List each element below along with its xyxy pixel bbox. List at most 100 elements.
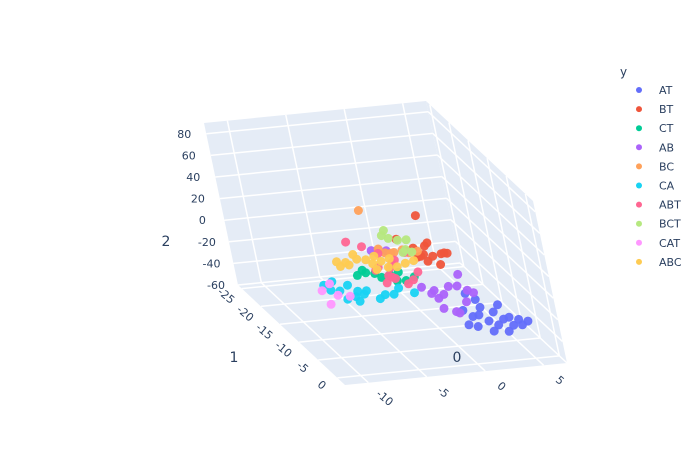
data-point[interactable] (383, 262, 393, 272)
data-point[interactable] (384, 254, 394, 264)
data-point[interactable] (325, 279, 334, 289)
data-point[interactable] (493, 300, 502, 310)
grid-line-z-side (432, 132, 541, 234)
legend-label: AT (659, 84, 673, 97)
legend-item-bt[interactable]: BT (636, 103, 674, 116)
legend-item-at[interactable]: AT (636, 84, 673, 97)
data-point[interactable] (409, 275, 418, 285)
data-point[interactable] (332, 257, 341, 267)
data-point[interactable] (353, 206, 363, 215)
data-point[interactable] (423, 256, 433, 266)
data-point[interactable] (452, 281, 462, 291)
data-point[interactable] (317, 286, 327, 296)
data-point[interactable] (443, 281, 453, 291)
data-point[interactable] (382, 278, 392, 288)
data-point[interactable] (384, 271, 394, 281)
series-bct (376, 226, 417, 257)
data-point[interactable] (376, 256, 386, 266)
data-point[interactable] (394, 283, 404, 293)
z-tick-label: 0 (199, 214, 206, 227)
grid-lines (206, 103, 568, 384)
data-point[interactable] (439, 303, 449, 313)
data-point[interactable] (504, 312, 514, 322)
data-point[interactable] (345, 291, 355, 301)
grid-line-y-side (467, 140, 503, 303)
data-point[interactable] (494, 320, 504, 330)
data-point[interactable] (401, 235, 411, 245)
data-point[interactable] (391, 274, 400, 283)
data-point[interactable] (464, 320, 474, 330)
grid-line-z-side (441, 176, 550, 278)
data-point[interactable] (409, 256, 419, 266)
z-tick-label: -20 (198, 236, 216, 249)
legend-item-bc[interactable]: BC (636, 160, 674, 173)
data-point[interactable] (348, 250, 358, 259)
data-point[interactable] (474, 310, 484, 320)
legend-item-ca[interactable]: CA (636, 180, 675, 193)
data-point[interactable] (413, 267, 423, 277)
data-point[interactable] (422, 238, 432, 248)
data-point[interactable] (489, 326, 499, 336)
data-point[interactable] (333, 290, 343, 300)
data-point[interactable] (462, 297, 471, 307)
legend-item-abc[interactable]: ABC (636, 256, 682, 269)
grid-line-z-back (237, 262, 461, 286)
x-tick-label: -10 (374, 387, 396, 409)
data-point[interactable] (326, 299, 336, 309)
legend-item-cat[interactable]: CAT (636, 237, 680, 250)
grid-line-y-floor (299, 319, 522, 343)
data-point[interactable] (377, 272, 387, 282)
data-point[interactable] (357, 265, 367, 275)
data-point[interactable] (392, 262, 402, 272)
data-point[interactable] (380, 290, 390, 300)
y-tick-label: -10 (272, 339, 294, 361)
data-point[interactable] (392, 235, 402, 245)
data-points (317, 206, 533, 336)
data-point[interactable] (353, 286, 363, 296)
data-point[interactable] (518, 320, 527, 330)
data-point[interactable] (484, 316, 494, 326)
data-point[interactable] (473, 322, 483, 331)
grid-line-x-floor (260, 282, 369, 384)
legend-label: BCT (659, 218, 681, 231)
data-point[interactable] (343, 280, 352, 290)
data-point[interactable] (341, 237, 351, 247)
z-tick-label: 20 (191, 193, 205, 206)
legend-item-bct[interactable]: BCT (636, 218, 681, 231)
data-point[interactable] (361, 286, 371, 296)
data-point[interactable] (427, 288, 437, 298)
data-point[interactable] (439, 248, 449, 258)
data-point[interactable] (475, 302, 485, 312)
legend-item-ab[interactable]: AB (636, 141, 674, 154)
z-tick-label: 80 (177, 128, 191, 141)
data-point[interactable] (361, 255, 371, 265)
y-tick-label: -5 (294, 359, 311, 376)
data-point[interactable] (369, 251, 379, 261)
data-point[interactable] (355, 296, 365, 306)
data-point[interactable] (453, 269, 463, 279)
legend-title: y (620, 65, 627, 79)
data-point[interactable] (401, 245, 410, 254)
data-point[interactable] (436, 260, 446, 269)
data-point[interactable] (462, 285, 472, 295)
data-point[interactable] (410, 211, 420, 221)
data-point[interactable] (378, 226, 388, 235)
grid-line-y-side (505, 175, 541, 339)
legend-marker (636, 239, 642, 246)
data-point[interactable] (341, 258, 350, 267)
data-point[interactable] (410, 288, 419, 298)
data-point[interactable] (372, 265, 382, 274)
data-point[interactable] (417, 282, 426, 292)
data-point[interactable] (400, 258, 410, 268)
data-point[interactable] (383, 233, 393, 243)
legend-item-abt[interactable]: ABT (636, 199, 681, 212)
x-tick-label: 0 (495, 379, 509, 393)
data-point[interactable] (357, 242, 366, 252)
data-point[interactable] (452, 307, 462, 317)
data-point[interactable] (470, 295, 480, 304)
data-point[interactable] (439, 289, 449, 299)
legend-item-ct[interactable]: CT (636, 122, 674, 135)
data-point[interactable] (488, 307, 498, 317)
